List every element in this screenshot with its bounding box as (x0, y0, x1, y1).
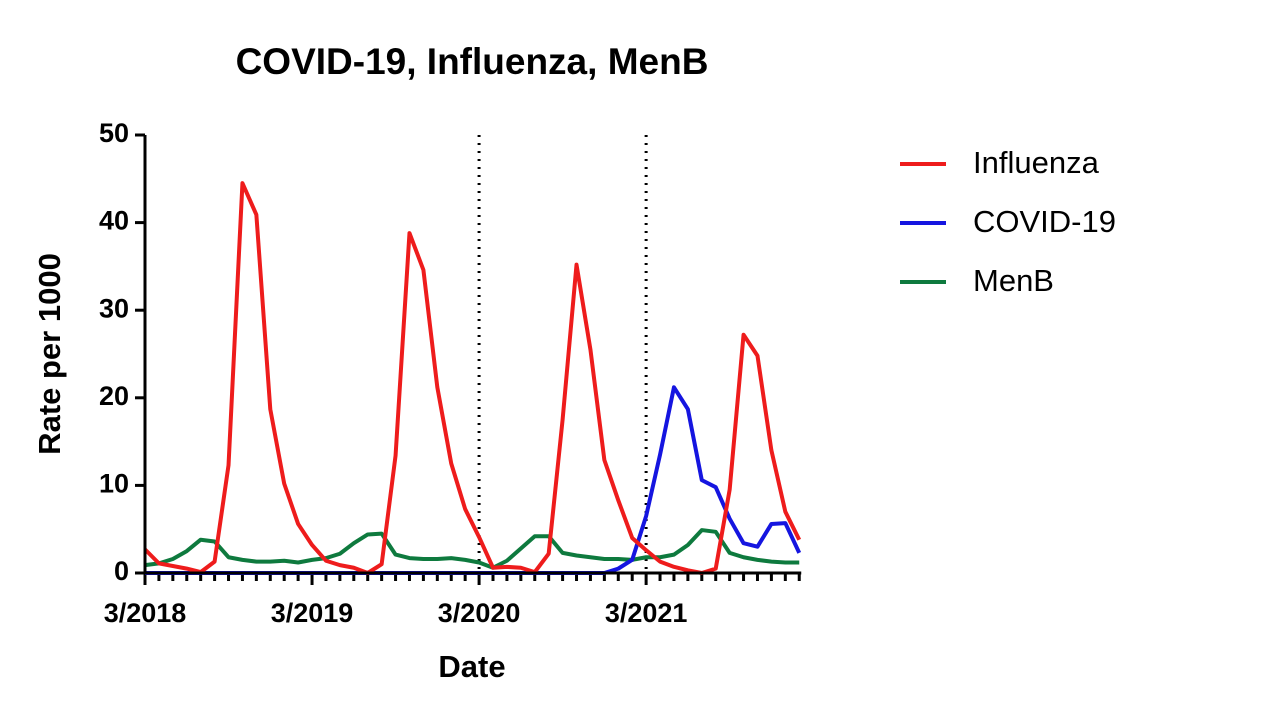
legend-label: MenB (973, 263, 1054, 298)
x-tick-label: 3/2021 (605, 598, 688, 628)
y-tick-label: 20 (99, 381, 129, 411)
y-tick-label: 40 (99, 206, 129, 236)
y-tick-label: 50 (99, 118, 129, 148)
legend-label: Influenza (973, 145, 1100, 180)
y-tick-label: 30 (99, 293, 129, 323)
y-tick-label: 10 (99, 469, 129, 499)
y-axis-label: Rate per 1000 (32, 253, 67, 455)
data-line (145, 385, 802, 575)
x-tick-label: 3/2018 (104, 598, 187, 628)
data-line (144, 528, 800, 570)
legend-label: COVID-19 (973, 204, 1116, 239)
data-line (143, 181, 802, 575)
x-axis-label: Date (438, 649, 505, 684)
x-tick-label: 3/2020 (438, 598, 521, 628)
x-tick-label: 3/2019 (271, 598, 354, 628)
y-tick-label: 0 (114, 556, 129, 586)
chart-title: COVID-19, Influenza, MenB (236, 41, 709, 82)
